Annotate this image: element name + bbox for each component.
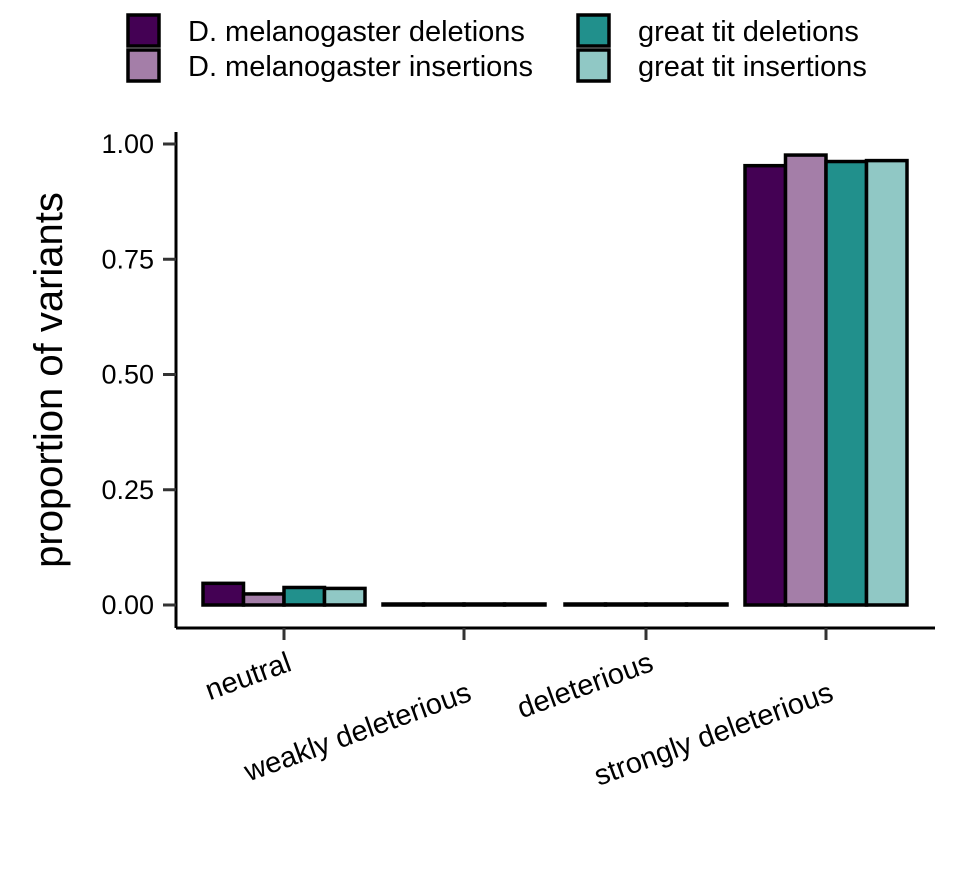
- bar-d-melanogaster-deletions-strongly-deleterious: [743, 163, 788, 607]
- bar-great-tit-insertions-weakly-deleterious: [502, 602, 547, 607]
- legend-label-great-tit-insertions: great tit insertions: [638, 51, 867, 83]
- y-tick-label: 0.75: [101, 244, 154, 274]
- bar-d-melanogaster-deletions-weakly-deleterious: [381, 602, 426, 607]
- y-tick-label: 0.00: [101, 590, 154, 620]
- bar-d-melanogaster-insertions-weakly-deleterious: [421, 602, 466, 607]
- bar-great-tit-insertions-deleterious: [684, 602, 729, 607]
- y-tick-label: 0.50: [101, 360, 154, 390]
- bar-great-tit-deletions-deleterious: [644, 602, 689, 607]
- bar-d-melanogaster-insertions-neutral: [241, 592, 286, 607]
- y-tick-label: 1.00: [101, 129, 154, 159]
- bar-d-melanogaster-insertions-strongly-deleterious: [783, 153, 828, 607]
- axes-layer: [174, 132, 935, 630]
- bar-d-melanogaster-deletions-deleterious: [563, 602, 608, 607]
- x-tick-label: weakly deleterious: [239, 677, 475, 789]
- legend-swatch-great-tit-insertions: [576, 48, 611, 83]
- bar-great-tit-insertions-strongly-deleterious: [864, 158, 909, 607]
- legend-label-d-melanogaster-deletions: D. melanogaster deletions: [188, 16, 525, 48]
- bar-great-tit-insertions-neutral: [322, 586, 367, 607]
- y-ticks: 0.00 0.25 0.50 0.75 1.00: [101, 129, 176, 620]
- legend-label-d-melanogaster-insertions: D. melanogaster insertions: [188, 51, 533, 83]
- y-axis-title: proportion of variants: [27, 192, 71, 568]
- y-tick-label: 0.25: [101, 475, 154, 505]
- legend-label-great-tit-deletions: great tit deletions: [638, 16, 859, 48]
- legend-swatch-d-melanogaster-insertions: [126, 48, 161, 83]
- bar-d-melanogaster-insertions-deleterious: [603, 602, 648, 607]
- x-tick-label: strongly deleterious: [590, 677, 837, 793]
- bars-layer: [201, 153, 909, 607]
- legend-swatch-great-tit-deletions: [576, 13, 611, 48]
- bar-d-melanogaster-deletions-neutral: [201, 581, 246, 607]
- x-tick-label: deleterious: [513, 647, 657, 726]
- legend-swatch-d-melanogaster-deletions: [126, 13, 161, 48]
- bar-great-tit-deletions-strongly-deleterious: [824, 159, 869, 607]
- bar-great-tit-deletions-weakly-deleterious: [462, 602, 507, 607]
- x-tick-label: neutral: [201, 647, 295, 707]
- bar-great-tit-deletions-neutral: [282, 585, 327, 607]
